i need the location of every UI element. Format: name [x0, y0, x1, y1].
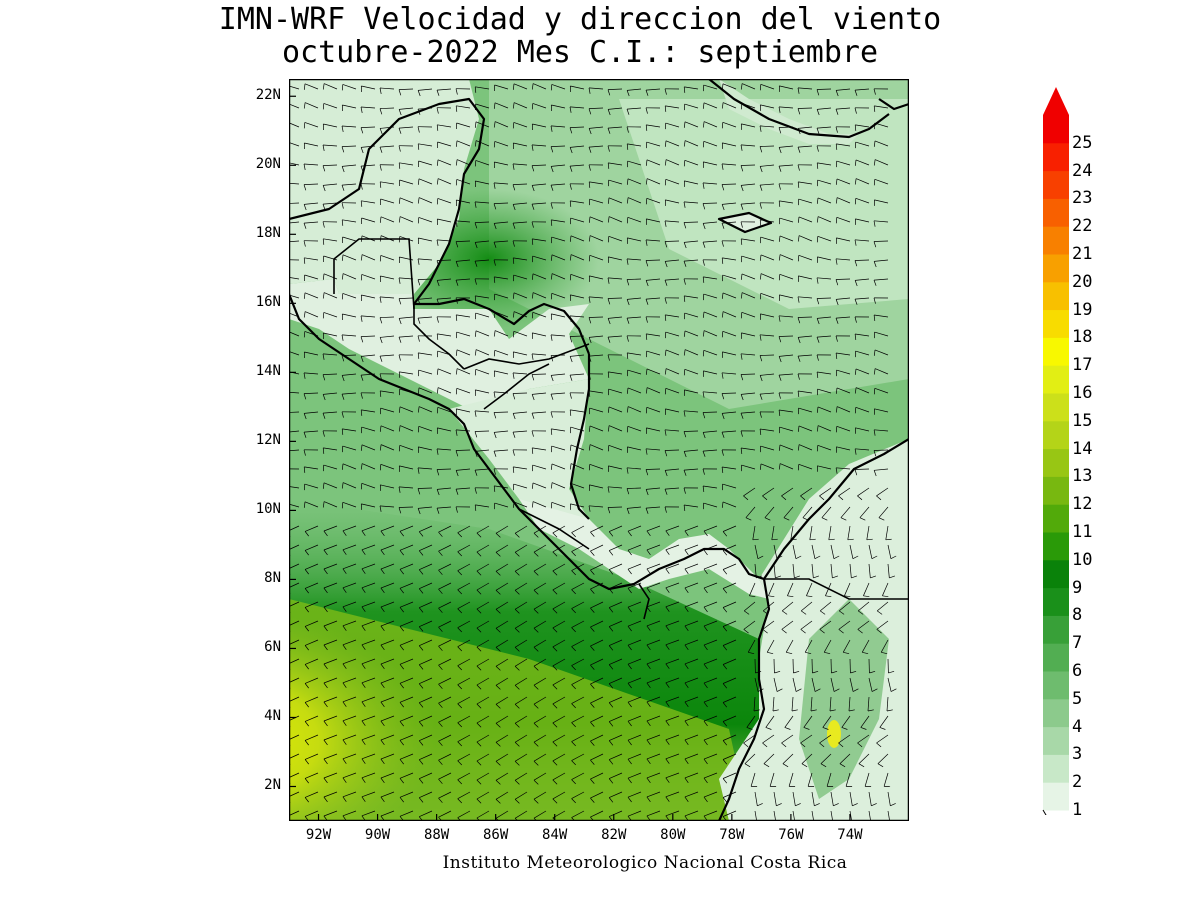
legend-label: 8 — [1072, 605, 1083, 626]
legend-label: 3 — [1072, 744, 1083, 765]
land-costa-rica-panama — [519, 499, 769, 599]
legend-swatch — [1043, 170, 1069, 199]
legend-label: 7 — [1072, 633, 1083, 654]
legend-label: 16 — [1072, 383, 1093, 403]
legend-label: 18 — [1072, 327, 1093, 348]
land-nicaragua — [449, 379, 589, 519]
legend-colorbar — [1042, 87, 1069, 833]
land-jamaica — [719, 214, 769, 231]
andes-peak-speed — [827, 720, 841, 748]
latitude-label: 20N — [255, 156, 281, 173]
longitude-label: 80W — [660, 827, 686, 843]
latitude-label: 12N — [255, 432, 281, 449]
legend-label: 10 — [1072, 549, 1093, 570]
legend-label: 4 — [1072, 716, 1083, 737]
legend-swatch — [1043, 115, 1069, 144]
legend-swatch — [1043, 226, 1069, 255]
latitude-label: 14N — [255, 363, 281, 380]
legend-swatch — [1043, 504, 1069, 533]
longitude-label: 84W — [542, 827, 568, 843]
legend-swatch — [1043, 643, 1069, 672]
legend-label: 5 — [1072, 688, 1083, 709]
longitude-label: 78W — [719, 827, 745, 843]
legend-swatch — [1043, 365, 1069, 394]
latitude-label: 6N — [264, 639, 281, 656]
legend-label: 24 — [1072, 160, 1093, 181]
legend-swatch — [1043, 671, 1069, 700]
longitude-label: 86W — [483, 827, 509, 843]
credit-text: Instituto Meteorologico Nacional Costa R… — [442, 853, 848, 873]
color-legend: 1 2 3 4 5 6 7 8 9 10 11 12 13 14 15 16 17 18 19 20 21 22 23 24 2… — [1040, 85, 1160, 833]
map-frame — [289, 79, 909, 821]
legend-label: 11 — [1072, 522, 1093, 542]
legend-swatch — [1043, 698, 1069, 728]
legend-swatch — [1043, 587, 1069, 616]
legend-label: 9 — [1072, 577, 1083, 598]
legend-swatch — [1043, 782, 1069, 811]
legend-label: 1 — [1072, 800, 1083, 820]
longitude-label: 74W — [837, 827, 863, 843]
map-canvas — [289, 79, 909, 821]
legend-label: 12 — [1072, 494, 1093, 515]
legend-swatch — [1043, 754, 1069, 783]
legend-label: 20 — [1072, 271, 1093, 292]
latitude-label: 18N — [255, 225, 281, 242]
legend-swatch — [1043, 726, 1069, 755]
chart-title: IMN-WRF Velocidad y direccion del viento — [218, 2, 942, 37]
legend-swatch — [1043, 142, 1069, 172]
chart-subtitle: octubre-2022 Mes C.I.: septiembre — [281, 35, 879, 70]
legend-label: 22 — [1072, 216, 1093, 237]
legend-label: 23 — [1072, 188, 1093, 209]
legend-swatch — [1043, 532, 1069, 561]
legend-swatch — [1043, 615, 1069, 644]
latitude-label: 8N — [264, 570, 281, 587]
legend-swatch — [1043, 337, 1069, 366]
longitude-label: 92W — [305, 827, 332, 843]
latitude-label: 22N — [255, 87, 281, 104]
legend-min-arrow — [1042, 809, 1057, 833]
legend-swatch — [1043, 281, 1069, 311]
wind-map[interactable]: 22N 20N 18N 16N 14N 12N 10N 8N 6N 4N 2N 92W 90W 88W 8… — [256, 79, 909, 843]
legend-swatch — [1043, 476, 1069, 505]
caribbean-lightest-area — [619, 99, 909, 309]
latitude-label: 16N — [255, 294, 281, 311]
land-andes-high-speed — [799, 599, 889, 799]
legend-label: 13 — [1072, 466, 1093, 487]
legend-max-arrow — [1043, 87, 1069, 115]
legend-label: 6 — [1072, 661, 1083, 681]
legend-label: 2 — [1072, 772, 1083, 793]
legend-label: 25 — [1072, 132, 1093, 153]
coastlines — [289, 79, 909, 821]
legend-label: 19 — [1072, 299, 1093, 320]
legend-swatch — [1043, 559, 1069, 589]
legend-label: 15 — [1072, 410, 1093, 431]
legend-swatch — [1043, 309, 1069, 338]
longitude-label: 82W — [601, 827, 627, 843]
legend-swatch — [1043, 254, 1069, 283]
longitude-label: 76W — [778, 827, 804, 843]
wind-barbs — [289, 83, 897, 821]
legend-label: 14 — [1072, 438, 1093, 459]
latitude-label: 10N — [255, 501, 281, 518]
pacific-peak-speed-area — [289, 609, 509, 821]
axis-ticks — [289, 95, 851, 821]
longitude-label: 88W — [423, 827, 450, 843]
legend-label: 17 — [1072, 355, 1093, 376]
legend-swatch — [1043, 198, 1069, 227]
legend-swatch — [1043, 448, 1069, 477]
legend-swatch — [1043, 420, 1069, 450]
latitude-label: 2N — [264, 777, 281, 794]
country-borders — [333, 238, 909, 620]
latitude-label: 4N — [264, 708, 281, 725]
legend-label: 21 — [1072, 244, 1093, 264]
longitude-label: 90W — [364, 827, 391, 843]
land-yucatan — [289, 79, 479, 294]
legend-swatch — [1043, 393, 1069, 422]
